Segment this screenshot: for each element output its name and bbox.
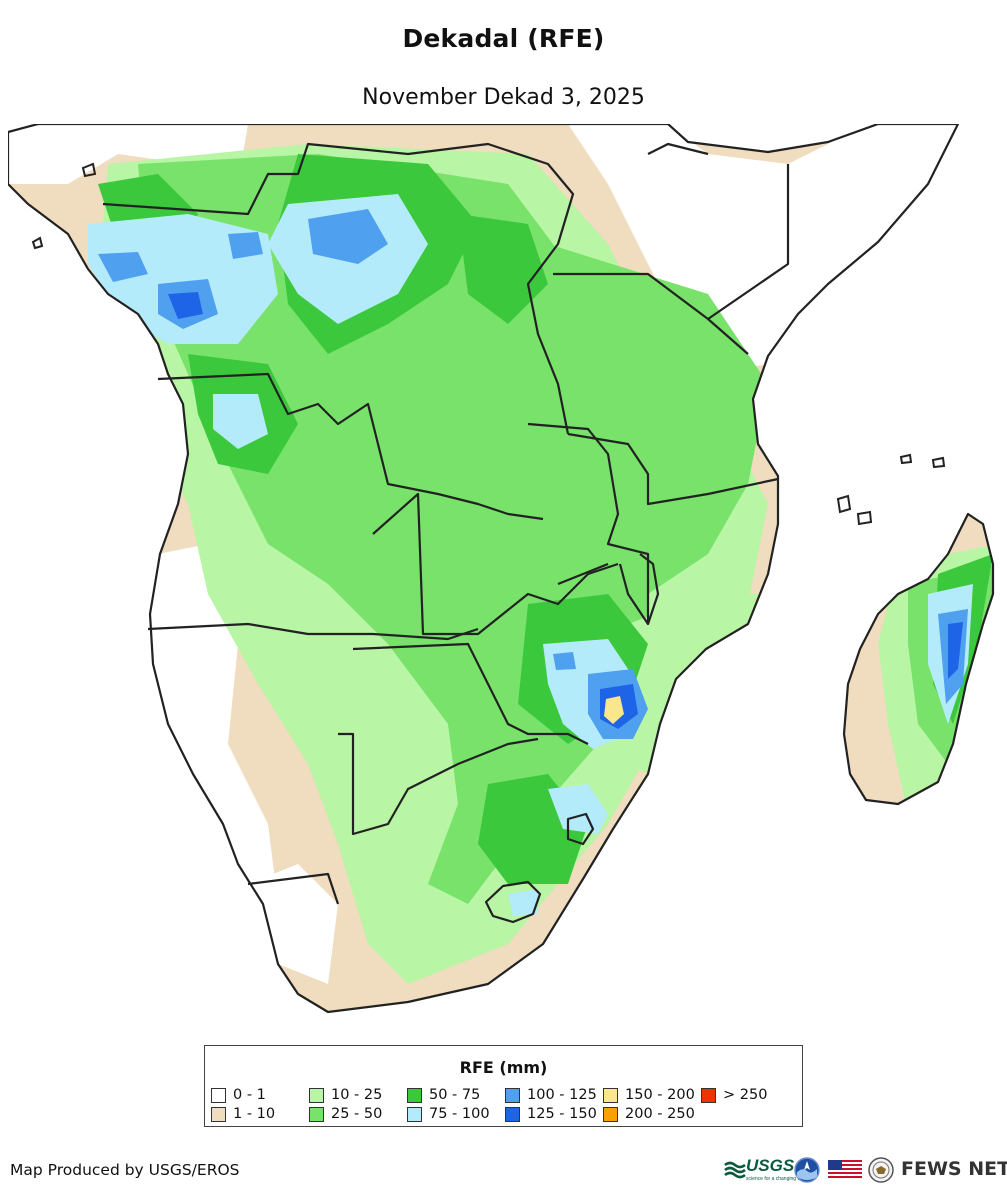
legend-swatch bbox=[603, 1106, 618, 1122]
legend-item: 75 - 100 bbox=[407, 1105, 490, 1123]
legend-item: 10 - 25 bbox=[309, 1086, 382, 1104]
legend-label: 100 - 125 bbox=[527, 1087, 597, 1103]
logo-strip: USGS science for a changing world FEWS N… bbox=[724, 1155, 1007, 1185]
legend-label: 150 - 200 bbox=[625, 1087, 695, 1103]
state-department-seal-icon bbox=[868, 1157, 894, 1183]
legend-swatch bbox=[309, 1106, 324, 1122]
legend-swatch bbox=[603, 1087, 618, 1103]
usgs-tagline: science for a changing world bbox=[746, 1176, 810, 1182]
legend-swatch bbox=[211, 1087, 226, 1103]
legend-label: 0 - 1 bbox=[233, 1087, 266, 1103]
usgs-logo-text: USGS bbox=[746, 1156, 795, 1175]
rainfall-map bbox=[8, 124, 1000, 1036]
legend-swatch bbox=[309, 1087, 324, 1103]
legend-item: 50 - 75 bbox=[407, 1086, 480, 1104]
legend-label: > 250 bbox=[723, 1087, 768, 1103]
legend-swatch bbox=[701, 1087, 716, 1103]
legend-swatch bbox=[211, 1106, 226, 1122]
legend-label: 1 - 10 bbox=[233, 1106, 276, 1122]
legend-swatch bbox=[505, 1087, 520, 1103]
legend-item: 200 - 250 bbox=[603, 1105, 695, 1123]
legend-item: 100 - 125 bbox=[505, 1086, 597, 1104]
fews-net-logo-text: FEWS NET bbox=[901, 1158, 1007, 1180]
legend-item: 1 - 10 bbox=[211, 1105, 275, 1123]
legend-label: 10 - 25 bbox=[331, 1087, 383, 1103]
legend-label: 200 - 250 bbox=[625, 1106, 695, 1122]
legend-swatch bbox=[407, 1087, 422, 1103]
map-subtitle: November Dekad 3, 2025 bbox=[362, 85, 645, 110]
legend-swatch bbox=[407, 1106, 422, 1122]
legend-label: 125 - 150 bbox=[527, 1106, 597, 1122]
legend-item: 125 - 150 bbox=[505, 1105, 597, 1123]
legend-label: 75 - 100 bbox=[429, 1106, 490, 1122]
legend-swatch bbox=[505, 1106, 520, 1122]
usgs-logo: USGS science for a changing world bbox=[724, 1155, 809, 1185]
legend-title: RFE (mm) bbox=[459, 1058, 548, 1077]
noaa-logo-icon bbox=[794, 1157, 820, 1183]
map-title: Dekadal (RFE) bbox=[402, 24, 605, 53]
legend-item: 150 - 200 bbox=[603, 1086, 695, 1104]
us-flag-icon bbox=[828, 1160, 862, 1180]
legend-item: > 250 bbox=[701, 1086, 767, 1104]
legend-label: 25 - 50 bbox=[331, 1106, 383, 1122]
legend-item: 0 - 1 bbox=[211, 1086, 266, 1104]
credit-text: Map Produced by USGS/EROS bbox=[10, 1161, 240, 1179]
legend: RFE (mm) 0 - 1 1 - 10 10 - 25 25 - 50 50… bbox=[204, 1045, 803, 1127]
legend-item: 25 - 50 bbox=[309, 1105, 382, 1123]
legend-label: 50 - 75 bbox=[429, 1087, 481, 1103]
